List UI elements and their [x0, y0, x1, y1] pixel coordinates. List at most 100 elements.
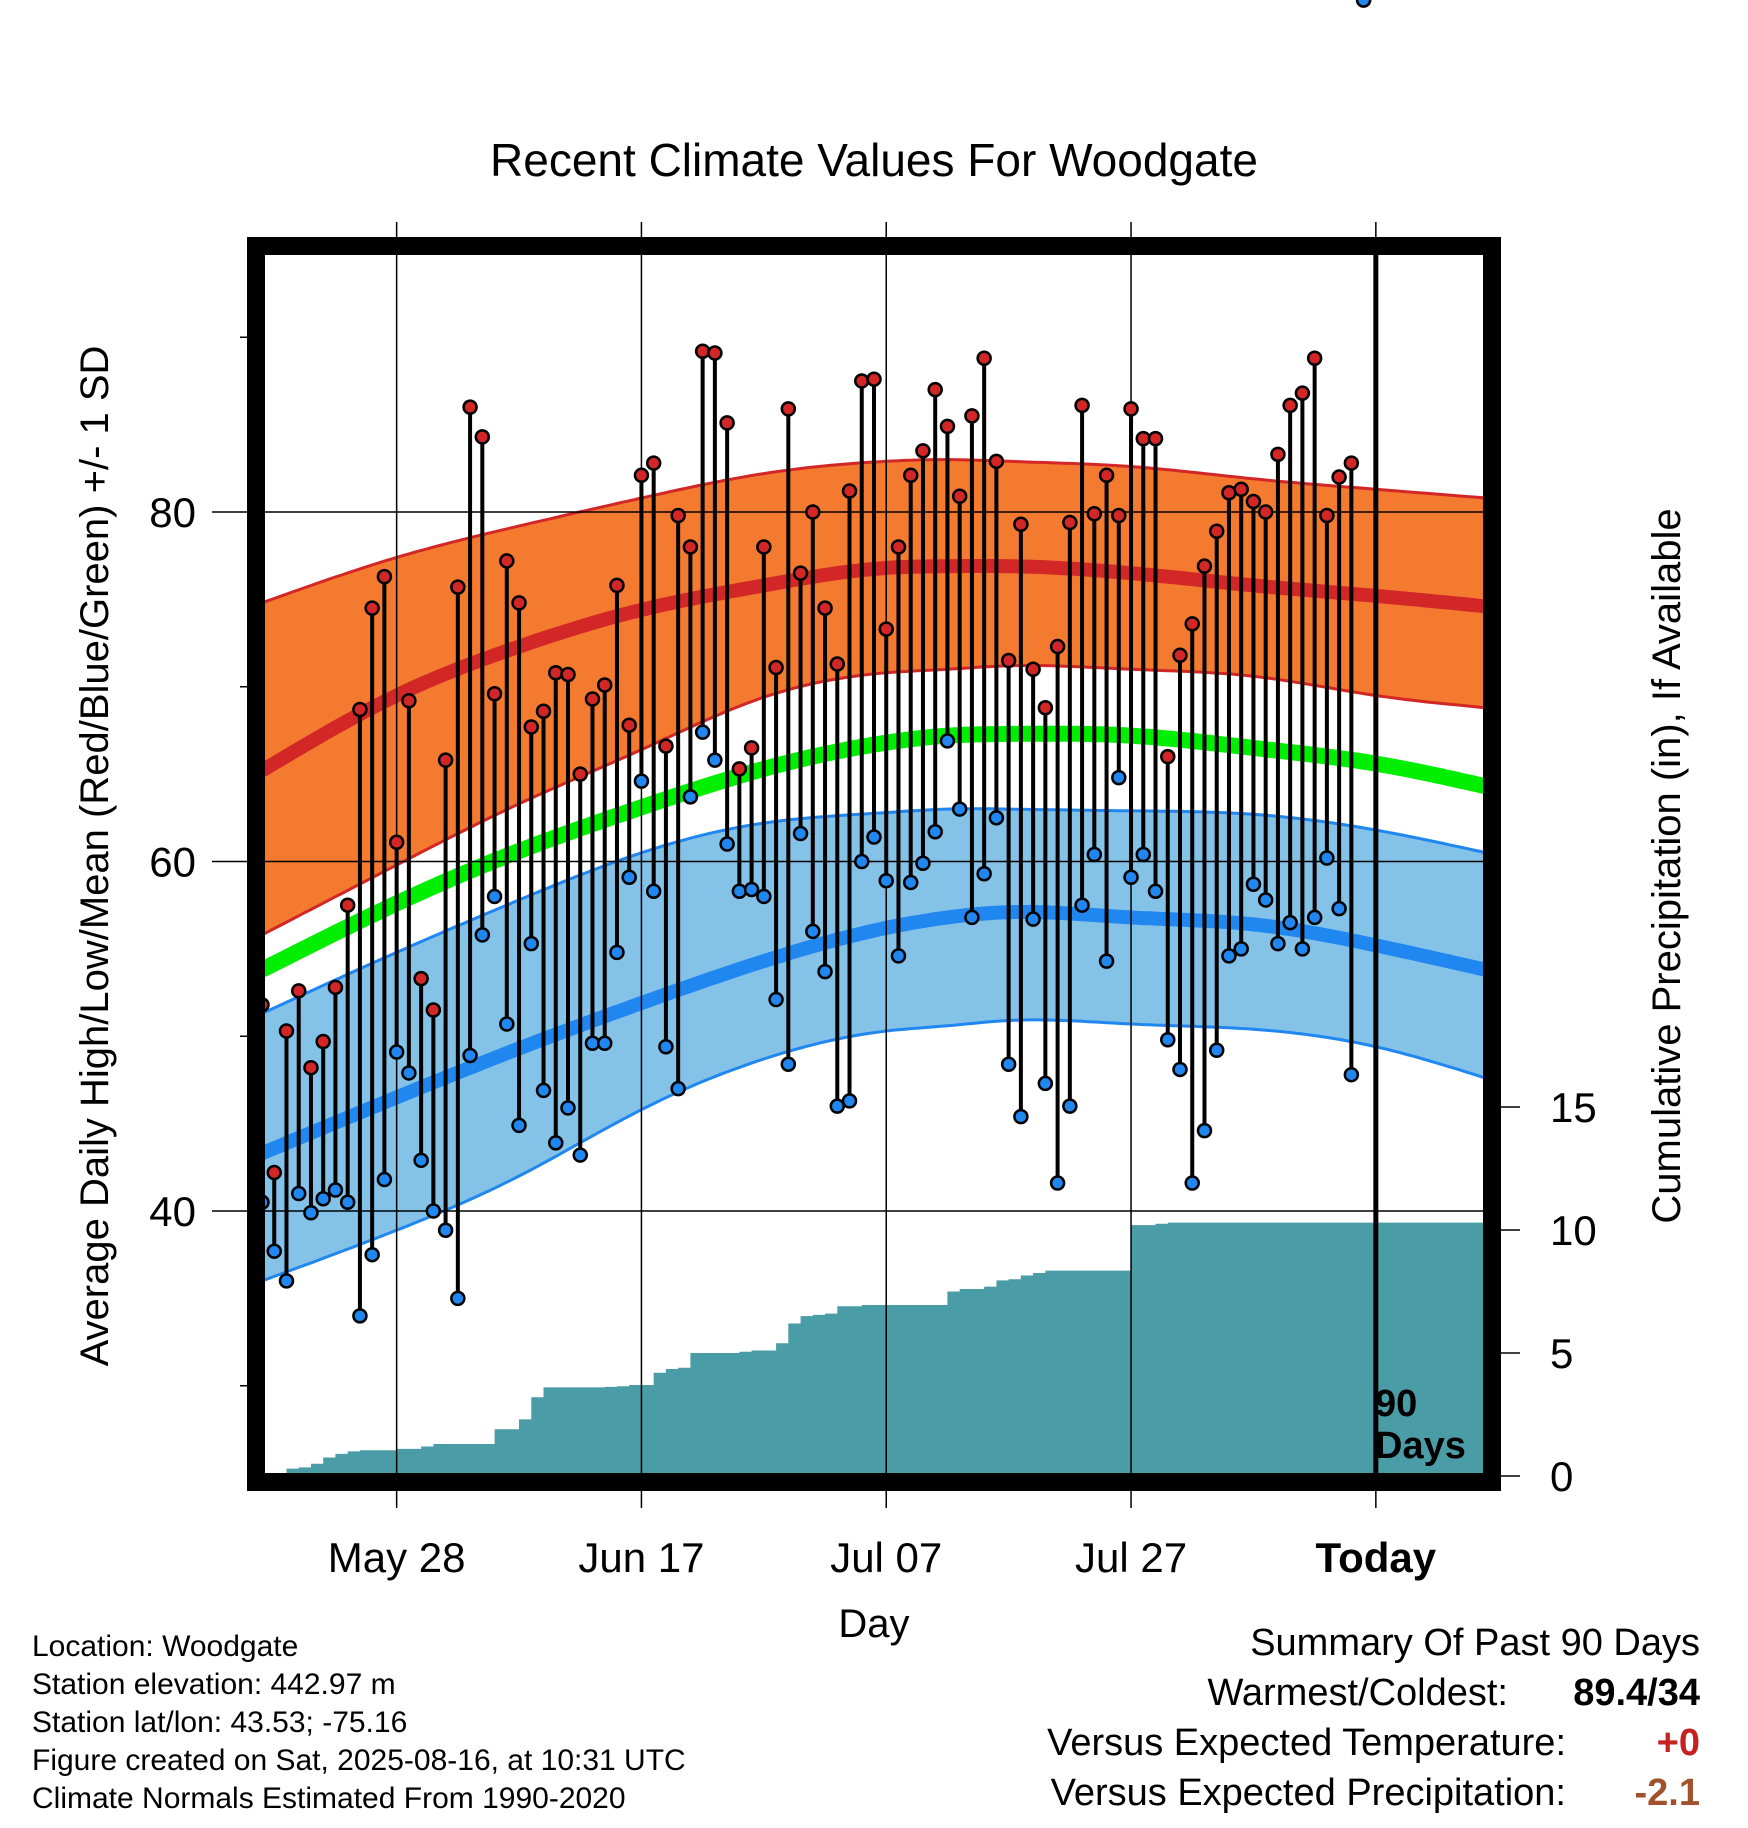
observed-high-point	[964, 408, 980, 424]
observed-low-point	[976, 865, 992, 882]
observed-low-point	[327, 1182, 344, 1198]
observed-low-point	[756, 888, 772, 905]
observed-high-point	[278, 1023, 295, 1039]
observed-low-point	[927, 824, 943, 840]
observed-high-point	[902, 467, 919, 484]
observed-low-point	[560, 1100, 576, 1116]
observed-high-point	[976, 350, 992, 366]
observed-low-point	[609, 944, 625, 961]
observed-low-point	[535, 1082, 552, 1099]
observed-low-point	[1184, 1175, 1200, 1191]
observed-high-point	[1196, 558, 1213, 574]
observed-low-point	[1000, 1056, 1017, 1072]
observed-high-point	[1160, 748, 1176, 765]
observed-low-point	[450, 1290, 466, 1307]
observed-high-point	[719, 415, 735, 431]
observed-high-point	[339, 897, 356, 913]
observed-high-point	[780, 401, 797, 417]
observed-high-point	[1062, 514, 1078, 531]
observed-high-point	[1037, 699, 1054, 716]
observed-low-point	[1257, 892, 1274, 908]
observed-low-point	[902, 874, 919, 891]
observed-high-point	[266, 1164, 282, 1181]
observed-high-point	[352, 701, 368, 718]
plot-frame	[247, 237, 1501, 1491]
observed-low-point	[1208, 1042, 1225, 1058]
observed-low-point	[1160, 1031, 1176, 1048]
observed-high-point	[1000, 652, 1017, 669]
observed-low-point	[401, 1065, 417, 1081]
x-axis: May 28 Jun 17 Jul 07 Jul 27 Today	[328, 1476, 1437, 1581]
observed-high-point	[437, 752, 454, 768]
observed-low-point	[633, 773, 650, 789]
observed-high-point	[731, 761, 748, 777]
observed-low-point	[988, 810, 1005, 826]
observed-high-point	[535, 703, 552, 719]
y-tick-label: 40	[149, 1188, 196, 1235]
observed-low-point	[1270, 935, 1286, 952]
observed-high-point	[645, 455, 662, 471]
observed-low-point	[1294, 941, 1311, 957]
observed-low-point	[878, 872, 894, 889]
observed-high-point	[303, 1059, 319, 1076]
observed-high-point	[621, 717, 637, 733]
observed-high-point	[1343, 455, 1360, 471]
observed-low-point	[1135, 846, 1152, 863]
observed-low-point	[841, 1093, 858, 1109]
y2-axis-label: Cumulative Precipitation (in), If Availa…	[1645, 508, 1689, 1223]
y-axis: 40 60 80	[149, 336, 262, 1387]
observed-high-point	[1233, 481, 1249, 498]
observed-low-point	[768, 991, 784, 1008]
observed-low-point	[939, 733, 956, 749]
observed-high-point	[425, 1002, 442, 1018]
observed-low-point	[352, 1308, 368, 1324]
observed-high-point	[327, 979, 344, 996]
observed-high-point	[927, 381, 943, 398]
observed-high-point	[1270, 446, 1286, 463]
observed-low-point	[780, 1056, 797, 1072]
summary-precip-value: -2.1	[1634, 1772, 1700, 1814]
observed-high-point	[768, 659, 784, 676]
observed-high-point	[1086, 505, 1103, 522]
observed-low-point	[1282, 914, 1298, 931]
observed-high-point	[523, 719, 540, 735]
x-tick-label: May 28	[328, 1534, 466, 1581]
x-tick-label: Jun 17	[578, 1534, 704, 1581]
observed-low-point	[694, 724, 711, 740]
observed-high-point	[756, 539, 772, 555]
observed-high-point	[401, 692, 417, 709]
x-tick-label: Jul 07	[830, 1534, 942, 1581]
observed-high-point	[1074, 397, 1090, 414]
observed-low-point	[1331, 900, 1347, 917]
y2-tick-label: 5	[1550, 1330, 1573, 1377]
observed-low-point	[511, 1117, 527, 1134]
observed-high-point	[462, 399, 478, 415]
y-tick-label: 80	[149, 489, 196, 536]
observed-low-point	[1343, 1066, 1360, 1083]
footer-elevation: Station elevation: 442.97 m	[32, 1668, 396, 1701]
x-tick-label: Today	[1316, 1534, 1437, 1581]
observed-high-point	[854, 373, 870, 389]
observed-high-point	[548, 665, 564, 681]
observed-high-point	[1306, 350, 1323, 366]
observed-low-point	[829, 1098, 846, 1114]
observed-low-point	[1074, 897, 1090, 913]
observed-high-point	[450, 579, 466, 595]
observed-low-point	[376, 1171, 393, 1188]
observed-high-point	[413, 970, 429, 987]
observed-low-point	[915, 855, 931, 871]
observed-low-point	[670, 1080, 686, 1097]
observed-high-point	[939, 418, 956, 435]
observed-low-point	[266, 1243, 282, 1259]
low-lower-sd-line	[261, 1018, 1487, 1283]
observed-high-point	[1282, 397, 1298, 414]
observed-high-point	[792, 565, 809, 581]
observed-low-point	[1037, 1075, 1054, 1092]
observed-high-point	[1294, 385, 1311, 401]
summary-title: Summary Of Past 90 Days	[1250, 1622, 1700, 1664]
observed-low-point	[388, 1044, 405, 1060]
observed-high-point	[1221, 485, 1237, 501]
observed-low-point	[596, 1035, 613, 1051]
observation-stems	[260, 351, 1354, 1316]
